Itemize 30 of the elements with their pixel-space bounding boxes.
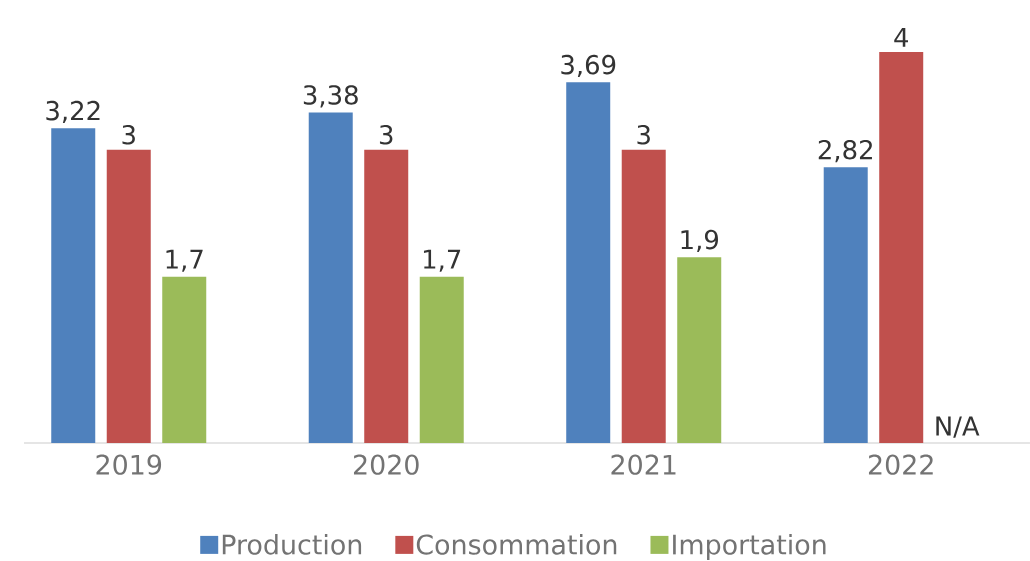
data-label: 1,7 <box>166 249 203 272</box>
data-label: 3,22 <box>46 100 100 124</box>
legend-label: Production <box>222 533 362 555</box>
bar <box>621 149 666 443</box>
bar <box>51 128 96 443</box>
bar <box>308 112 353 443</box>
bar <box>364 149 409 443</box>
data-label: 3 <box>122 124 135 145</box>
bar <box>106 149 151 443</box>
bar <box>566 82 611 443</box>
legend-label: Importation <box>673 533 826 560</box>
x-tick-label: 2019 <box>96 454 162 475</box>
data-label: 1,7 <box>423 249 461 272</box>
data-label: 4 <box>894 27 909 47</box>
bar <box>823 167 868 443</box>
x-tick-label: 2020 <box>353 454 419 475</box>
data-label: 3,38 <box>303 85 358 108</box>
x-tick-label: 2022 <box>868 454 933 475</box>
data-label: 2,82 <box>818 139 872 163</box>
data-label: 3 <box>637 124 650 145</box>
data-label: 1,9 <box>681 229 718 253</box>
x-tick-label: 2021 <box>611 454 676 475</box>
bar <box>677 257 722 443</box>
data-label: 3,69 <box>561 54 616 78</box>
bar <box>419 276 464 443</box>
data-label: 3 <box>379 124 393 145</box>
bar <box>879 52 924 443</box>
legend-label: Consommation <box>416 533 617 555</box>
bar <box>162 276 207 443</box>
text: N/A <box>936 416 980 438</box>
